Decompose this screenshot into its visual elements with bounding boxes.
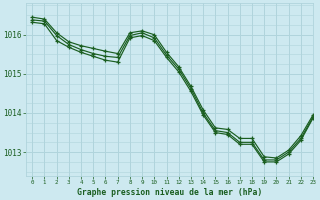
X-axis label: Graphe pression niveau de la mer (hPa): Graphe pression niveau de la mer (hPa) xyxy=(77,188,262,197)
